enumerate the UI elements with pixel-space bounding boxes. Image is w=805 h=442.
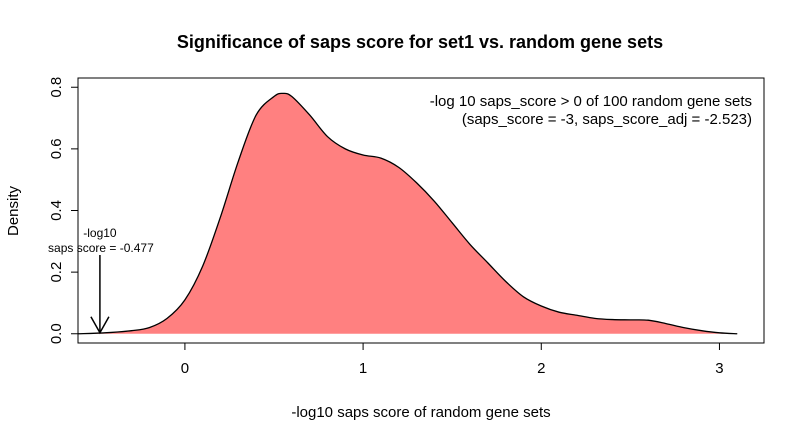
marker-arrow-head [90, 316, 110, 335]
x-tick-label: 0 [181, 360, 189, 377]
marker-label-line-2: saps score = -0.477 [48, 241, 154, 255]
y-tick-label: 0.0 [48, 323, 65, 344]
annotation-line-1: -log 10 saps_score > 0 of 100 random gen… [430, 93, 752, 110]
x-axis: 0 1 2 3 [181, 342, 724, 377]
y-tick-label: 0.2 [48, 262, 65, 283]
density-curve [77, 92, 738, 335]
y-tick-label: 0.8 [48, 77, 65, 98]
y-tick-label: 0.4 [48, 200, 65, 221]
y-axis-label: Density [5, 185, 22, 236]
chart-title: Significance of saps score for set1 vs. … [177, 32, 663, 52]
x-tick-label: 1 [359, 360, 367, 377]
density-area [78, 93, 738, 334]
x-tick-label: 2 [537, 360, 545, 377]
x-tick-label: 3 [715, 360, 723, 377]
y-tick-label: 0.6 [48, 138, 65, 159]
y-axis: 0.0 0.2 0.4 0.6 0.8 [48, 77, 79, 344]
x-axis-label: -log10 saps score of random gene sets [291, 404, 550, 421]
observed-score-marker: -log10 saps score = -0.477 [48, 226, 154, 335]
annotation-line-2: (saps_score = -3, saps_score_adj = -2.52… [462, 111, 752, 128]
marker-label-line-1: -log10 [83, 226, 117, 240]
plot-area [77, 92, 738, 335]
